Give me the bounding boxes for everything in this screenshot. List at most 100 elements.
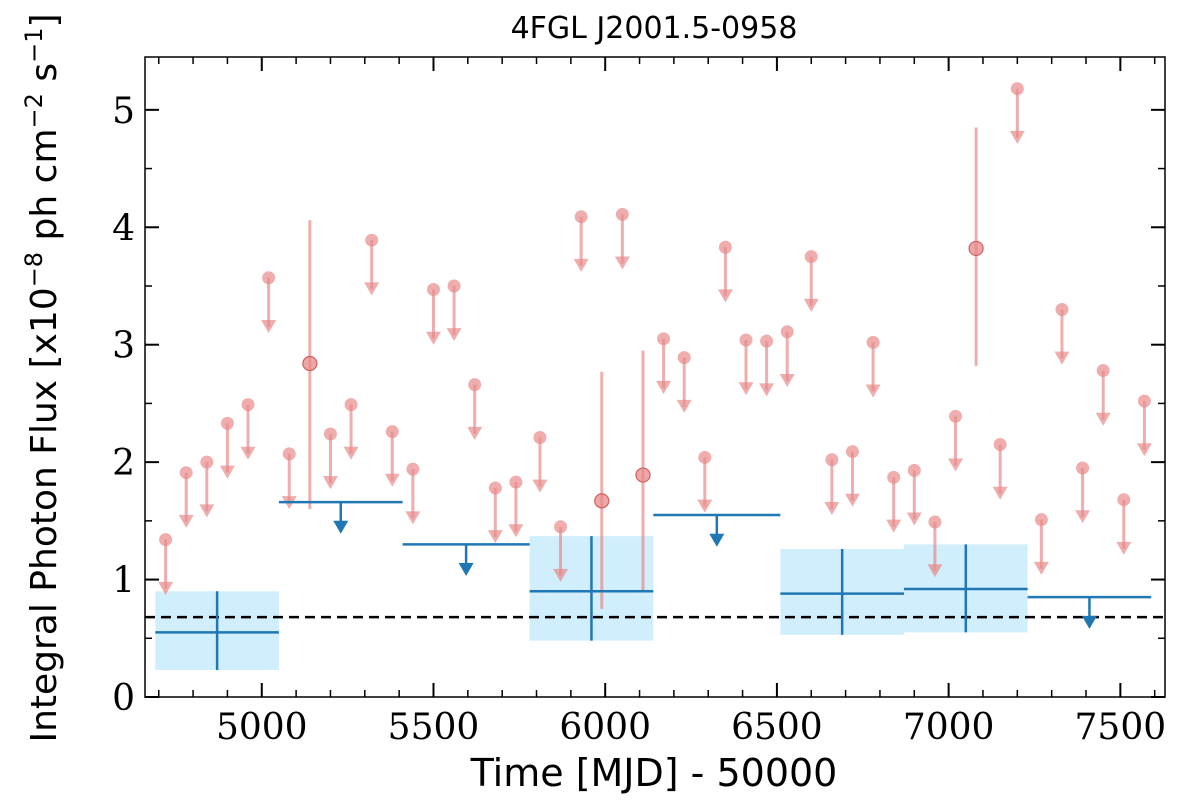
y-tick-label: 5: [112, 91, 135, 132]
fine-upper-limit-arrow: [467, 426, 483, 440]
coarse-upper-limit-arrow: [458, 563, 474, 577]
fine-upper-limit-point: [993, 438, 1007, 452]
fine-upper-limit-point: [365, 233, 379, 247]
fine-upper-limit-arrow: [865, 384, 881, 398]
fine-upper-limit-arrow: [158, 581, 174, 595]
fine-upper-limit-point: [739, 333, 753, 347]
x-tick-label: 7000: [903, 707, 995, 748]
fine-upper-limit-point: [262, 271, 276, 285]
fine-upper-limit-point: [907, 463, 921, 477]
fine-upper-limit-arrow: [573, 258, 589, 272]
fine-upper-limit-arrow: [1054, 351, 1070, 365]
fine-upper-limit-arrow: [1075, 510, 1091, 524]
fine-detection-point: [302, 355, 318, 372]
coarse-upper-limit-arrow: [333, 520, 349, 534]
plot-frame: [144, 56, 1166, 698]
fine-upper-limit-point: [554, 520, 568, 534]
fine-upper-limit-point: [159, 533, 173, 547]
plot-area: 5000 5500 6000 6500 7000 7500 0 1 2 3 4 5: [112, 56, 1167, 748]
fine-upper-limit-point: [657, 332, 671, 346]
fine-upper-limit-point: [845, 445, 859, 459]
fine-upper-limit-arrow: [178, 514, 194, 528]
fine-upper-limit-arrow: [553, 568, 569, 582]
x-tick-label: 7500: [1075, 707, 1167, 748]
fine-upper-limit-point: [241, 398, 255, 412]
fine-upper-limit-arrow: [1095, 412, 1111, 426]
fine-upper-limit-point: [718, 240, 732, 254]
x-tick-label: 5000: [216, 707, 308, 748]
fine-upper-limit-point: [887, 470, 901, 484]
fine-upper-limit-point: [574, 210, 588, 224]
fine-upper-limit-point: [220, 416, 234, 430]
fine-upper-limit-arrow: [364, 282, 380, 296]
fine-upper-limit-arrow: [927, 564, 943, 578]
fine-upper-limit-point: [677, 351, 691, 365]
fine-upper-limit-point: [760, 334, 774, 348]
fine-upper-limit-arrow: [614, 256, 630, 270]
fine-upper-limit-point: [385, 425, 399, 439]
fine-upper-limit-point: [406, 462, 420, 476]
fine-upper-limit-point: [468, 378, 482, 392]
coarse-upper-limit-arrow: [709, 533, 725, 547]
fine-detection-point: [635, 467, 651, 483]
fine-upper-limit-arrow: [1009, 130, 1025, 144]
fine-upper-limit-point: [1055, 302, 1069, 316]
fine-upper-limit-arrow: [906, 512, 922, 526]
x-tick-label: 5500: [388, 707, 480, 748]
y-tick-label: 1: [112, 561, 135, 602]
fine-upper-limit-point: [323, 427, 337, 441]
fine-upper-limit-point: [1117, 493, 1131, 507]
fine-upper-limit-point: [1034, 513, 1048, 527]
y-tick-label: 4: [112, 208, 135, 249]
fine-upper-limit-arrow: [240, 446, 256, 460]
fine-upper-limit-point: [949, 409, 963, 423]
fine-upper-limit-point: [1076, 461, 1090, 475]
fine-upper-limit-arrow: [1033, 561, 1049, 575]
fine-upper-limit-point: [928, 515, 942, 529]
chart-title: 4FGL J2001.5-0958: [511, 11, 798, 46]
fine-upper-limit-arrow: [717, 289, 733, 303]
fine-upper-limit-arrow: [425, 331, 441, 345]
fine-upper-limit-arrow: [803, 298, 819, 312]
fine-upper-limit-arrow: [446, 328, 462, 342]
fine-upper-limit-point: [533, 430, 547, 444]
x-tick-label: 6000: [559, 707, 651, 748]
fine-upper-limit-point: [615, 207, 629, 221]
fine-upper-limit-arrow: [886, 519, 902, 533]
fine-upper-limit-point: [426, 283, 440, 297]
x-tick-label: 6500: [731, 707, 823, 748]
fine-upper-limit-arrow: [992, 486, 1008, 500]
fine-upper-limit-point: [344, 398, 358, 412]
fine-upper-limit-point: [866, 335, 880, 349]
fine-upper-limit-arrow: [532, 479, 548, 493]
fine-upper-limit-point: [447, 279, 461, 293]
fine-upper-limit-arrow: [487, 530, 503, 544]
fine-upper-limit-point: [804, 250, 818, 264]
fine-upper-limit-point: [179, 466, 193, 480]
fine-upper-limit-arrow: [676, 399, 692, 413]
fine-upper-limit-arrow: [1116, 541, 1132, 555]
fine-upper-limit-arrow: [1136, 443, 1152, 457]
fine-upper-limit-point: [825, 453, 839, 467]
fine-upper-limit-arrow: [322, 476, 338, 490]
fine-upper-limit-point: [509, 475, 523, 489]
fine-upper-limit-arrow: [384, 473, 400, 487]
fine-upper-limit-arrow: [261, 319, 277, 333]
fine-upper-limit-arrow: [697, 499, 713, 513]
fine-upper-limit-point: [1096, 364, 1110, 378]
y-tick-label: 2: [112, 443, 135, 484]
fine-upper-limit-arrow: [508, 524, 524, 538]
fine-upper-limit-point: [1137, 394, 1151, 408]
fine-upper-limit-arrow: [199, 504, 215, 518]
fine-upper-limit-arrow: [844, 493, 860, 507]
coarse-upper-limit-arrow: [1081, 615, 1097, 629]
fine-upper-limit-point: [780, 325, 794, 339]
fine-upper-limit-arrow: [779, 373, 795, 387]
fine-detection-point: [968, 240, 984, 257]
fine-upper-limit-arrow: [948, 458, 964, 472]
fine-upper-limit-arrow: [738, 382, 754, 396]
fine-upper-limit-arrow: [219, 465, 235, 479]
fine-upper-limit-point: [698, 450, 712, 464]
fine-upper-limit-point: [282, 447, 296, 461]
